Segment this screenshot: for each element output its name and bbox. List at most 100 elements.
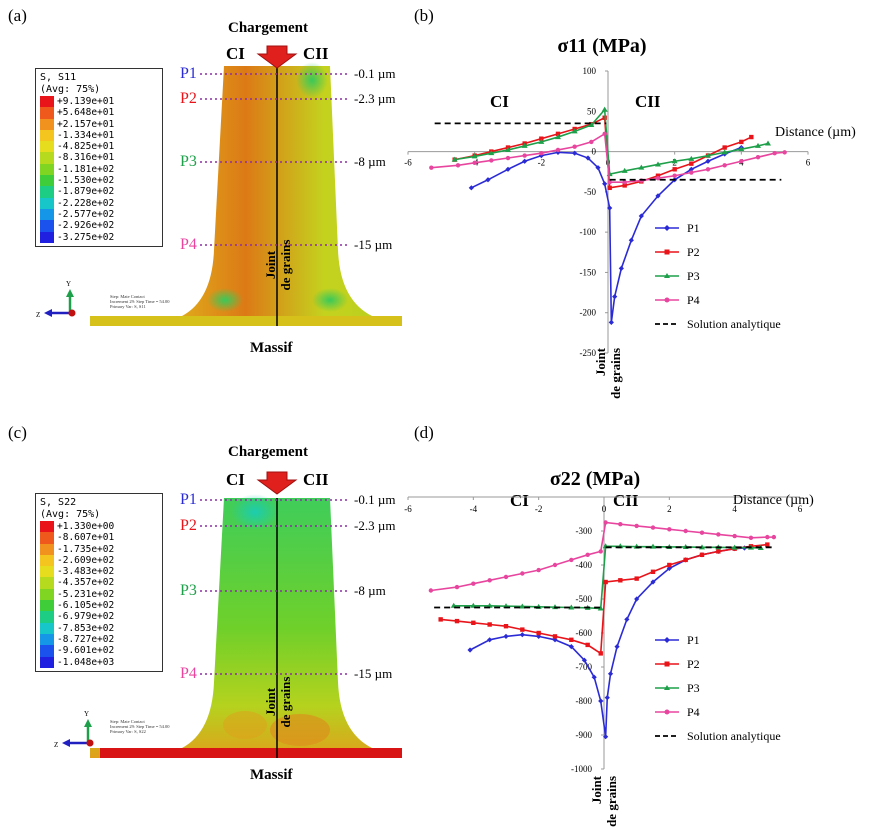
data-point [621,167,628,173]
grain-boundary-label: Joint de grains [593,347,623,399]
grain-label: de grains [278,676,293,728]
data-point [598,549,603,554]
panel-a-fe-map: Y Z Step: Mate Contact Increment 29: Ste… [0,0,410,360]
legend-swatch [40,208,54,221]
legend-row: -2.228e+02 [40,197,158,209]
data-point [638,164,645,170]
x-axis-label: Distance (µm) [775,125,856,140]
legend-value: -1.530e+02 [57,175,115,187]
x-tick-label: -2 [538,158,546,168]
y-tick-label: -250 [580,348,597,358]
data-point [671,158,678,164]
data-point [705,158,711,164]
y-tick-label: -200 [580,308,597,318]
data-point [672,173,677,178]
data-point [539,136,544,141]
legend-row: -9.601e+02 [40,645,158,657]
data-point [667,562,672,568]
data-point [650,579,656,585]
legend-swatch [40,175,54,187]
data-point [450,602,457,608]
legend-swatch [40,633,54,646]
x-tick-label: 0 [602,504,607,514]
probe-p1-depth: -0.1 µm [354,66,396,81]
data-point [618,522,623,527]
data-point [748,535,754,540]
legend-swatch [40,141,54,153]
data-point [722,163,727,168]
legend-swatch [40,566,54,578]
y-tick-label: -700 [576,662,593,672]
data-point [505,166,511,172]
data-point [667,527,672,532]
legend-row: -1.530e+02 [40,175,158,187]
probe-p3-depth: -8 µm [354,154,386,169]
probe-p4-name: P4 [180,236,197,253]
data-point [467,647,473,653]
grain-boundary-label: Joint de grains [589,775,619,827]
legend-value: -3.275e+02 [57,231,115,243]
y-tick-label: -500 [576,594,593,604]
x-tick-label: -6 [404,504,412,514]
y-tick-label: -800 [576,696,593,706]
panel-letter-c: (c) [8,423,27,442]
legend-row: -2.926e+02 [40,220,158,232]
data-point [739,139,744,145]
contour-legend: S, S22 (Avg: 75%) +1.330e+00 -8.607e+01 -1… [35,493,163,672]
chart-title: σ22 (MPa) [550,468,640,490]
data-point [487,578,492,583]
data-point [612,294,618,300]
probe-p4-depth: -15 µm [354,666,393,681]
legend-title: S, S22 [40,497,77,508]
data-point [571,128,578,134]
x-tick-label: -4 [470,504,478,514]
data-point [598,698,604,704]
data-point [520,571,525,576]
legend-row: -4.825e+01 [40,141,158,153]
data-point [503,633,509,639]
data-point [688,155,695,161]
x-axis-label: Distance (µm) [733,493,814,508]
svg-text:Primary Var: S, S11: Primary Var: S, S11 [110,304,146,310]
loading-label: Chargement [228,444,308,460]
legend-row: -8.316e+01 [40,152,158,164]
legend-value: -1.879e+02 [57,186,115,198]
legend-marker [664,297,670,303]
data-point [454,618,460,624]
data-point [650,569,656,574]
data-point [771,534,777,540]
data-point [585,155,591,161]
y-tick-label: -1000 [571,764,592,774]
legend-swatch [40,645,54,657]
legend-value: +9.139e+01 [57,96,115,107]
data-point [438,617,443,622]
data-point [749,134,754,140]
legend-label: P3 [687,269,700,283]
region-left-label: CI [490,92,509,111]
legend-value: -6.979e+02 [57,611,115,623]
cii-label: CII [303,44,329,63]
data-point [765,534,770,540]
legend-value: -2.577e+02 [57,208,115,220]
loading-arrow-icon [256,45,298,69]
legend-swatch [40,107,54,119]
legend-swatch [40,129,54,142]
data-point [618,578,623,583]
data-point [672,167,677,172]
data-point [485,177,491,183]
loading-label: Chargement [228,20,308,36]
data-point [522,158,528,164]
grain-label: de grains [604,776,619,827]
legend-swatch [40,163,54,176]
data-point [455,163,461,168]
data-point [428,588,434,593]
legend-value: +1.330e+00 [57,521,115,532]
legend-label: P1 [687,633,700,647]
svg-text:Step: Mate Contact: Step: Mate Contact [110,719,145,724]
series-line-p1 [470,146,742,323]
data-point [755,155,761,160]
svg-text:Primary Var: S, S22: Primary Var: S, S22 [110,729,146,735]
legend-row: -6.979e+02 [40,611,158,623]
data-point [538,138,545,144]
legend-swatch [40,152,54,164]
